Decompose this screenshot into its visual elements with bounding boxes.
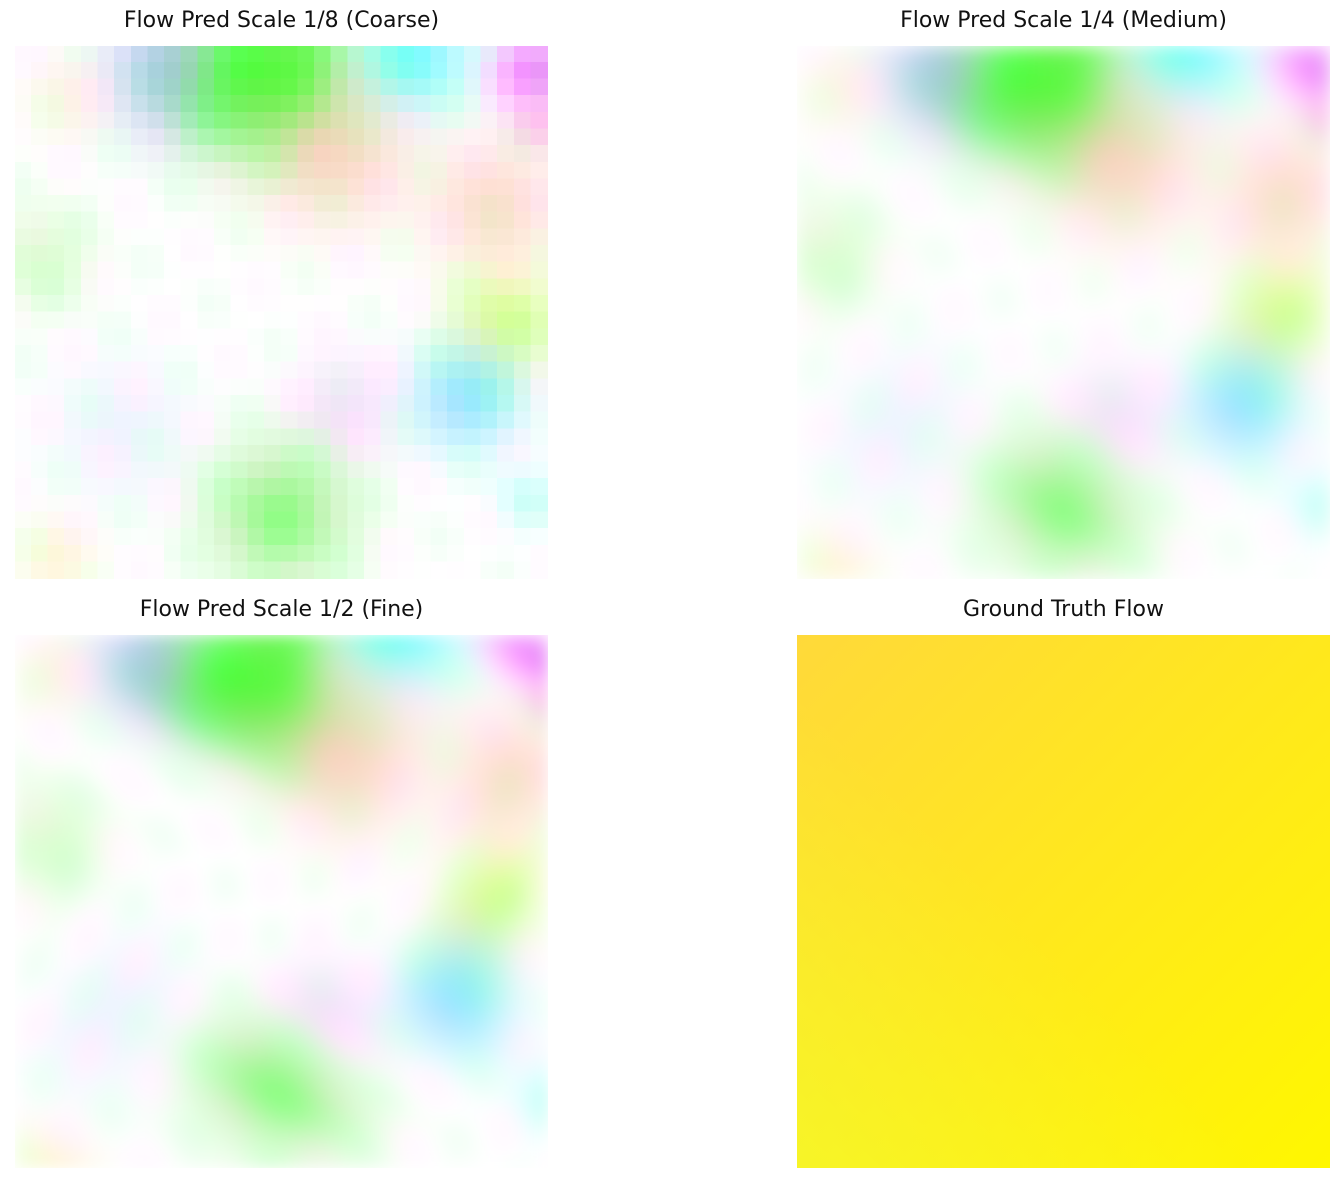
flow-image-fine — [15, 635, 548, 1168]
flow-image-ground-truth — [797, 635, 1330, 1168]
panel-title: Flow Pred Scale 1/4 (Medium) — [900, 8, 1227, 33]
flow-image-medium — [797, 46, 1330, 579]
panel-medium: Flow Pred Scale 1/4 (Medium) — [797, 8, 1330, 579]
panel-title: Flow Pred Scale 1/8 (Coarse) — [123, 8, 440, 33]
panel-coarse: Flow Pred Scale 1/8 (Coarse) — [15, 8, 548, 579]
panel-title: Ground Truth Flow — [963, 597, 1164, 622]
flow-image-coarse — [15, 46, 548, 579]
panel-fine: Flow Pred Scale 1/2 (Fine) — [15, 597, 548, 1168]
panel-ground-truth: Ground Truth Flow — [797, 597, 1330, 1168]
panel-title: Flow Pred Scale 1/2 (Fine) — [139, 597, 424, 622]
